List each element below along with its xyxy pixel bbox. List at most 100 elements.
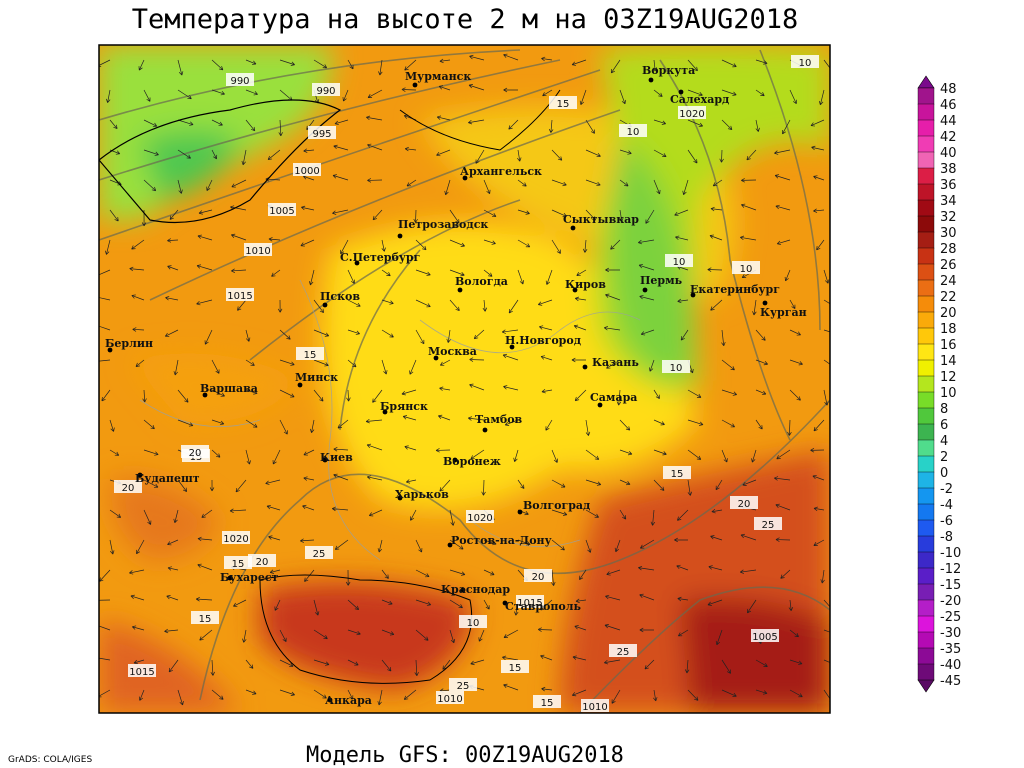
contour-label: 1010	[582, 702, 607, 713]
wind-arrow	[439, 58, 451, 64]
contour-label: 990	[316, 86, 335, 97]
colorbar-cell	[917, 103, 935, 121]
wind-arrow	[177, 389, 189, 403]
wind-arrow	[470, 659, 485, 666]
city-dot	[107, 347, 113, 353]
wind-arrow	[168, 659, 179, 673]
wind-arrow	[402, 415, 417, 421]
contour-label: 15	[304, 350, 317, 361]
wind-arrow	[788, 599, 794, 612]
wind-arrow	[138, 59, 145, 71]
contour-label: 10	[627, 127, 640, 138]
wind-arrow	[106, 89, 111, 103]
wind-arrow	[242, 629, 247, 643]
wind-arrow	[469, 54, 485, 61]
wind-arrow	[638, 239, 655, 245]
wind-arrow	[381, 569, 389, 579]
wind-arrow	[333, 144, 349, 151]
contour-label-box	[524, 569, 552, 582]
wind-arrow	[537, 627, 553, 632]
wind-arrow	[813, 539, 825, 546]
wind-arrow	[446, 329, 451, 343]
wind-arrow	[313, 689, 327, 699]
wind-arrow	[347, 59, 354, 70]
wind-arrow	[245, 449, 251, 465]
contour-label: 15	[232, 559, 245, 570]
contour-label-box	[312, 83, 340, 96]
colorbar-label: 2	[940, 450, 948, 465]
wind-arrow	[747, 599, 757, 614]
city-label: Пермь	[640, 274, 683, 287]
wind-arrow	[415, 569, 430, 578]
wind-arrow	[483, 599, 490, 610]
wind-arrow	[776, 449, 791, 460]
wind-arrow	[652, 59, 658, 72]
contour-label-box	[665, 254, 693, 267]
wind-arrow	[331, 506, 349, 512]
wind-arrow	[201, 509, 213, 518]
wind-arrow	[605, 594, 621, 601]
wind-arrow	[342, 89, 349, 102]
wind-arrow	[347, 689, 354, 700]
wind-arrow	[551, 509, 568, 516]
colorbar-label: -10	[940, 546, 961, 561]
colorbar-label: 48	[940, 82, 957, 97]
colorbar-label: -4	[940, 498, 953, 513]
wind-arrow	[166, 595, 179, 601]
wind-arrow	[619, 419, 631, 431]
wind-arrow	[653, 119, 667, 125]
wind-arrow	[278, 119, 283, 137]
colorbar: 4846444240383634323028262422201816141210…	[917, 75, 961, 693]
city-dot	[227, 575, 233, 581]
wind-arrow	[167, 539, 179, 546]
wind-arrow	[653, 179, 661, 195]
contour-label: 10	[673, 257, 686, 268]
wind-arrow	[438, 85, 451, 91]
city-label: Петрозаводск	[398, 218, 488, 231]
contour-label-box	[466, 510, 494, 523]
wind-arrow	[367, 475, 383, 481]
contour-label-box	[732, 261, 760, 274]
wind-arrow	[167, 238, 179, 243]
wind-arrow	[444, 179, 451, 196]
wind-arrow	[789, 659, 803, 665]
wind-arrow	[517, 179, 527, 187]
city-dot	[570, 225, 576, 231]
wind-arrow	[481, 479, 486, 496]
contour-label: 10	[467, 618, 480, 629]
wind-arrow	[721, 659, 731, 674]
wind-arrow	[811, 145, 825, 151]
city-dot	[202, 392, 208, 398]
wind-arrow	[755, 659, 768, 667]
wind-arrow	[436, 149, 451, 157]
contour-label-box	[226, 288, 254, 301]
wind-arrow	[300, 538, 315, 543]
wind-arrow	[684, 659, 690, 674]
wind-arrow	[99, 599, 111, 601]
city-dot	[322, 457, 328, 463]
wind-arrow	[551, 449, 558, 463]
contour-label-box	[224, 556, 252, 569]
wind-arrow	[542, 89, 553, 97]
wind-arrow	[143, 119, 158, 127]
colorbar-cell	[917, 263, 935, 281]
wind-arrow	[372, 209, 383, 221]
wind-arrow	[755, 329, 766, 341]
wind-arrow	[381, 359, 388, 375]
contour-label: 25	[617, 647, 630, 658]
wind-arrow	[575, 598, 587, 604]
contour-label-box	[114, 480, 142, 493]
wind-arrow	[603, 325, 621, 331]
wind-arrow	[687, 89, 703, 97]
wind-arrow	[475, 149, 485, 164]
colorbar-cell	[917, 535, 935, 553]
wind-arrow	[303, 148, 315, 153]
wind-arrow	[776, 239, 791, 245]
wind-arrow	[210, 659, 215, 676]
contour-label: 20	[532, 572, 545, 583]
wind-arrow	[813, 506, 825, 512]
contour-label: 10	[670, 363, 683, 374]
wind-arrow	[245, 329, 251, 342]
wind-arrow	[551, 179, 567, 187]
wind-arrow	[469, 383, 485, 391]
